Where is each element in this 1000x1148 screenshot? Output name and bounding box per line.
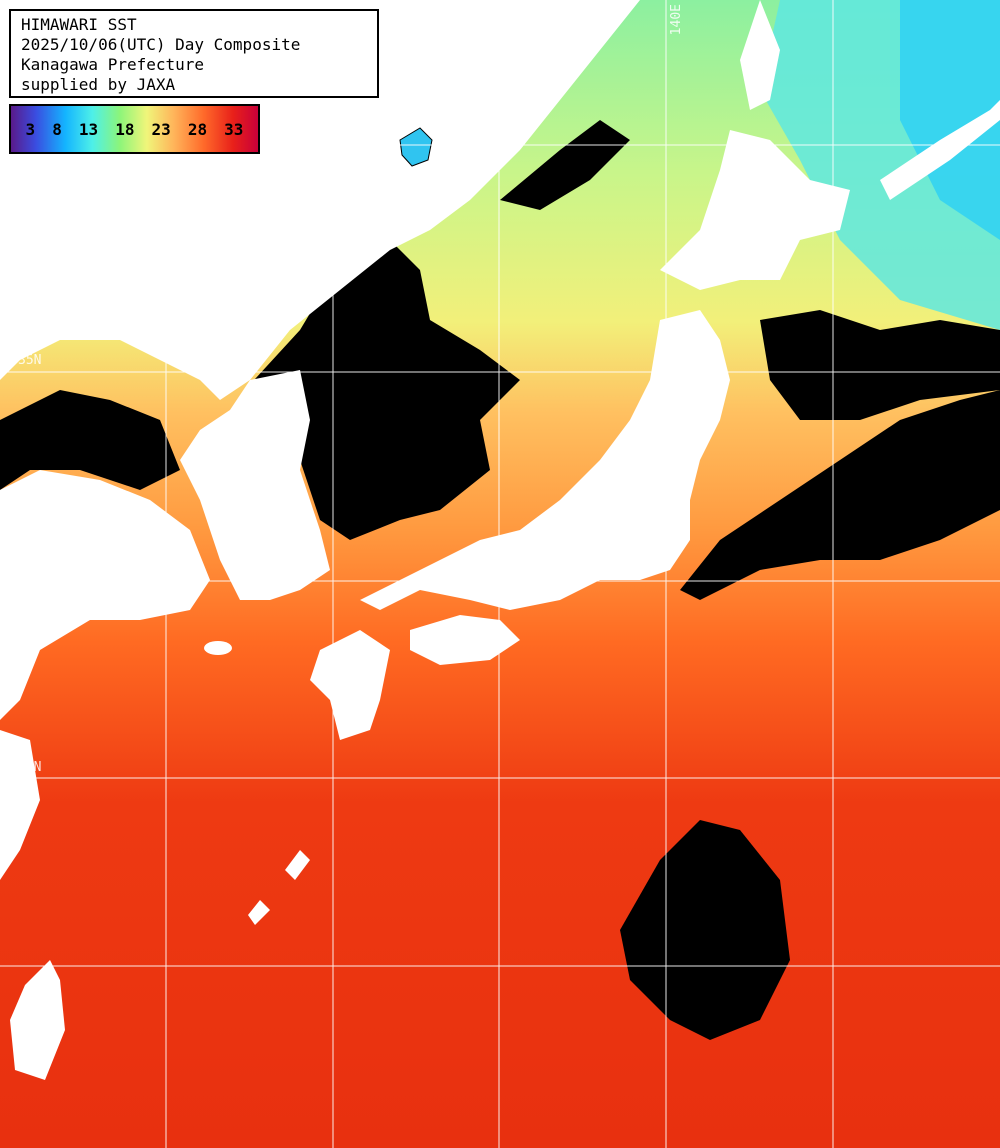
- cloud-mass-typhoon: [620, 820, 790, 1040]
- lon-label-140e: 140E: [669, 4, 684, 36]
- cloud-mass-east: [680, 390, 1000, 600]
- land-honshu: [360, 310, 730, 610]
- land-china-south: [0, 730, 40, 880]
- cloud-mass-northeast: [760, 310, 1000, 420]
- land-hokkaido: [660, 130, 850, 290]
- title-line-4: supplied by JAXA: [21, 75, 176, 94]
- legend-tick-28: 28: [187, 120, 208, 139]
- cloud-mass-north: [500, 120, 630, 210]
- title-line-1: HIMAWARI SST: [21, 15, 137, 34]
- lat-label-35n: 35N: [18, 353, 42, 368]
- legend-tick-3: 3: [25, 120, 36, 139]
- legend-tick-13: 13: [78, 120, 99, 139]
- land-izu-islands: [248, 850, 310, 925]
- lat-label-30n: 30N: [18, 760, 42, 775]
- temperature-legend: 3 8 13 18 23 28 33: [9, 104, 260, 154]
- land-shikoku: [410, 615, 520, 665]
- legend-tick-18: 18: [115, 120, 135, 139]
- cold-water-region-east: [900, 0, 1000, 240]
- land-kyushu: [310, 630, 390, 740]
- land-korea: [180, 370, 330, 600]
- land-jeju: [204, 641, 232, 655]
- cloud-mass-west: [0, 390, 180, 490]
- title-line-3: Kanagawa Prefecture: [21, 55, 205, 74]
- title-line-2: 2025/10/06(UTC) Day Composite: [21, 35, 301, 54]
- lake-khanka: [399, 127, 433, 167]
- land-asia-north: [0, 0, 640, 400]
- legend-tick-33: 33: [224, 120, 244, 139]
- legend-tick-labels: 3 8 13 18 23 28 33: [11, 120, 258, 139]
- land-kurils: [880, 100, 1000, 200]
- legend-tick-23: 23: [151, 120, 171, 139]
- land-china-coast: [0, 470, 210, 720]
- cloud-mass-yellow-sea: [245, 240, 520, 540]
- land-sakhalin: [740, 0, 780, 110]
- legend-tick-8: 8: [52, 120, 62, 139]
- land-taiwan: [10, 960, 65, 1080]
- title-box: HIMAWARI SST 2025/10/06(UTC) Day Composi…: [9, 9, 379, 98]
